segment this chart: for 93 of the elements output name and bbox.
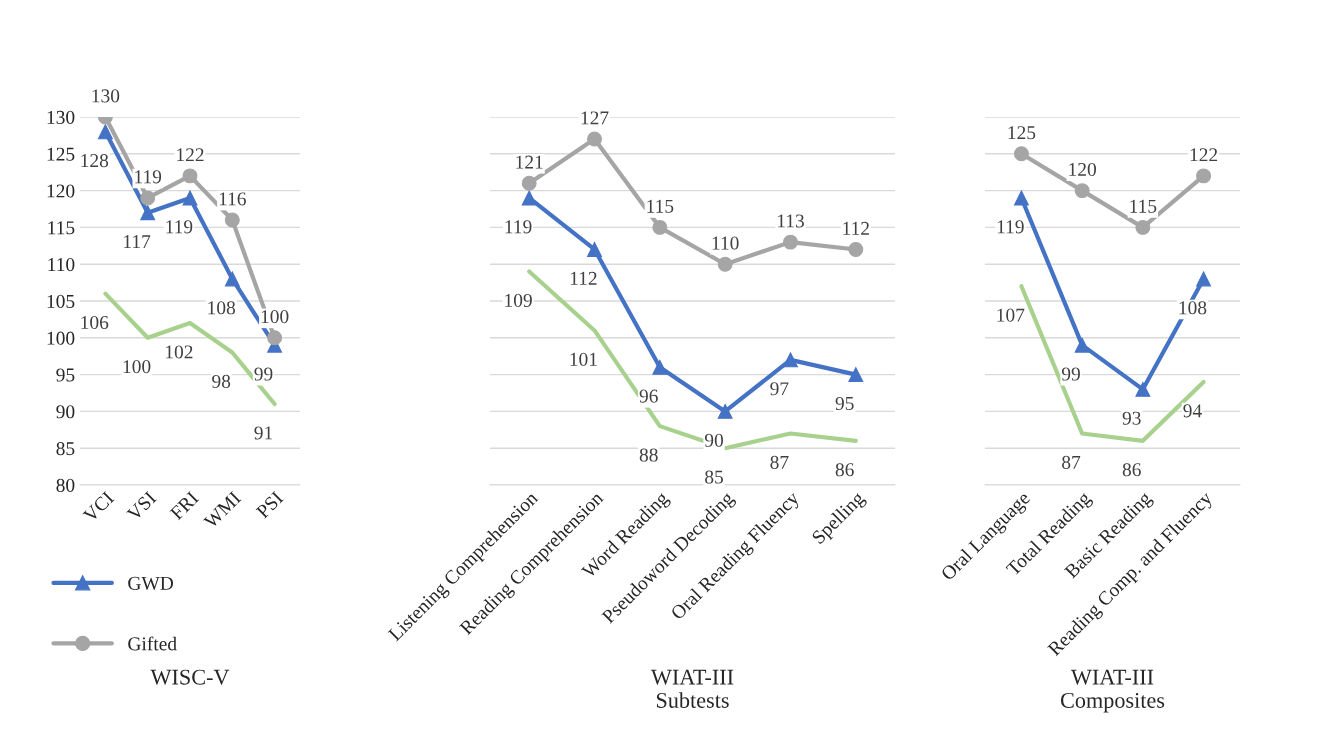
data-label: 130	[92, 89, 120, 103]
data-label: 90	[704, 433, 724, 447]
legend-label: GWD	[128, 576, 174, 591]
data-label: 125	[1008, 126, 1036, 140]
point	[587, 131, 602, 147]
x-tick-label: PSI	[255, 490, 284, 520]
legend-label: Gifted	[128, 636, 177, 651]
point	[652, 219, 668, 235]
data-label: 91	[254, 426, 273, 440]
y-tick-label: 120	[47, 184, 75, 198]
data-label: 88	[639, 448, 658, 462]
point	[224, 212, 240, 228]
y-tick-label: 90	[56, 405, 75, 419]
data-label: 98	[212, 374, 231, 388]
data-label: 96	[639, 389, 658, 403]
y-tick-label: 125	[47, 147, 75, 161]
point	[267, 330, 283, 346]
data-label: 106	[81, 315, 109, 330]
point	[587, 242, 602, 257]
data-label: 99	[1061, 367, 1080, 381]
data-label: 120	[1069, 162, 1096, 177]
point	[1013, 146, 1029, 162]
point	[848, 367, 864, 383]
x-tick-label: VCI	[82, 490, 115, 524]
point	[521, 175, 537, 191]
y-tick-label: 115	[48, 221, 75, 235]
point	[182, 168, 198, 184]
data-label: 97	[770, 382, 789, 396]
data-label: 127	[581, 111, 609, 125]
point	[1196, 271, 1212, 287]
data-label: 93	[1122, 411, 1141, 425]
data-label: 102	[166, 345, 193, 359]
data-label: 85	[705, 470, 724, 484]
data-label: 94	[1183, 404, 1202, 418]
point	[1013, 190, 1029, 206]
point	[783, 234, 798, 250]
data-label: 108	[1179, 301, 1207, 315]
data-label: 108	[208, 301, 236, 315]
data-label: 112	[843, 221, 869, 235]
x-tick-label: VSI	[126, 490, 157, 522]
point	[182, 190, 198, 206]
x-axis-title: WIAT-III Composites	[1060, 669, 1165, 713]
point	[1196, 168, 1212, 184]
point	[97, 124, 113, 140]
data-label: 119	[997, 220, 1024, 234]
data-label: 115	[647, 199, 674, 213]
point	[717, 256, 733, 272]
point	[224, 271, 240, 287]
data-label: 116	[219, 192, 246, 206]
data-label: 86	[835, 463, 854, 477]
data-label: 121	[516, 155, 543, 169]
data-label: 99	[254, 367, 273, 381]
x-tick-label: FRI	[169, 490, 200, 521]
y-tick-label: 80	[56, 478, 75, 492]
data-label: 101	[570, 352, 597, 366]
point	[848, 242, 864, 257]
x-axis-title: WISC-V	[150, 669, 230, 685]
point	[1074, 183, 1090, 199]
y-tick-label: 130	[47, 110, 75, 124]
y-tick-label: 85	[56, 442, 75, 456]
point	[1135, 219, 1151, 235]
point	[652, 359, 668, 375]
y-tick-label: 105	[47, 294, 75, 308]
data-label: 100	[261, 310, 289, 324]
point	[140, 190, 156, 206]
point	[521, 190, 537, 206]
data-label: 128	[81, 154, 109, 168]
data-label: 115	[1130, 199, 1157, 213]
point	[717, 403, 733, 419]
data-label: 95	[835, 396, 854, 411]
data-label: 119	[135, 170, 162, 184]
data-label: 86	[1122, 463, 1141, 477]
point	[1074, 337, 1090, 353]
data-label: 122	[177, 148, 204, 162]
data-label: 119	[505, 220, 532, 234]
data-label: 113	[777, 214, 804, 228]
data-label: 122	[1190, 148, 1218, 162]
y-tick-label: 100	[47, 331, 75, 345]
data-label: 87	[770, 455, 789, 469]
x-axis-title: WIAT-III Subtests	[650, 669, 734, 708]
point	[140, 205, 156, 221]
data-label: 87	[1062, 455, 1081, 469]
data-label: 119	[166, 220, 193, 234]
data-label: 112	[570, 271, 597, 285]
data-label: 109	[505, 293, 532, 307]
point	[783, 352, 798, 368]
y-tick-label: 110	[48, 258, 75, 272]
y-tick-label: 95	[56, 368, 75, 382]
point	[1135, 381, 1151, 397]
data-label: 110	[712, 236, 739, 250]
data-label: 107	[997, 308, 1025, 322]
data-label: 117	[124, 235, 151, 248]
data-label: 100	[123, 360, 151, 374]
